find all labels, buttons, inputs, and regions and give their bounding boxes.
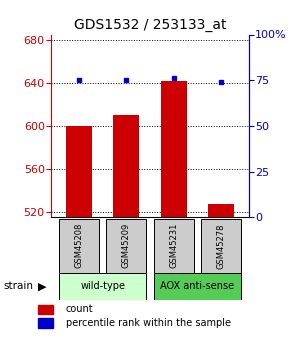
Text: GSM45231: GSM45231 — [169, 223, 178, 268]
Bar — [59, 219, 99, 273]
Text: strain: strain — [3, 282, 33, 291]
Bar — [160, 81, 187, 217]
Bar — [38, 318, 53, 328]
Text: wild-type: wild-type — [80, 282, 125, 291]
Bar — [208, 205, 234, 217]
Text: count: count — [66, 304, 93, 314]
Bar — [38, 305, 53, 314]
Bar — [154, 273, 241, 300]
Bar — [106, 219, 146, 273]
Text: GSM45209: GSM45209 — [122, 223, 131, 268]
Bar — [154, 219, 194, 273]
Text: GSM45208: GSM45208 — [75, 223, 84, 268]
Text: GSM45278: GSM45278 — [216, 223, 225, 268]
Text: ▶: ▶ — [38, 282, 46, 291]
Text: AOX anti-sense: AOX anti-sense — [160, 282, 234, 291]
Text: percentile rank within the sample: percentile rank within the sample — [66, 318, 231, 328]
Bar — [113, 115, 140, 217]
Bar — [66, 126, 92, 217]
Bar — [201, 219, 241, 273]
Title: GDS1532 / 253133_at: GDS1532 / 253133_at — [74, 18, 226, 32]
Bar — [59, 273, 146, 300]
